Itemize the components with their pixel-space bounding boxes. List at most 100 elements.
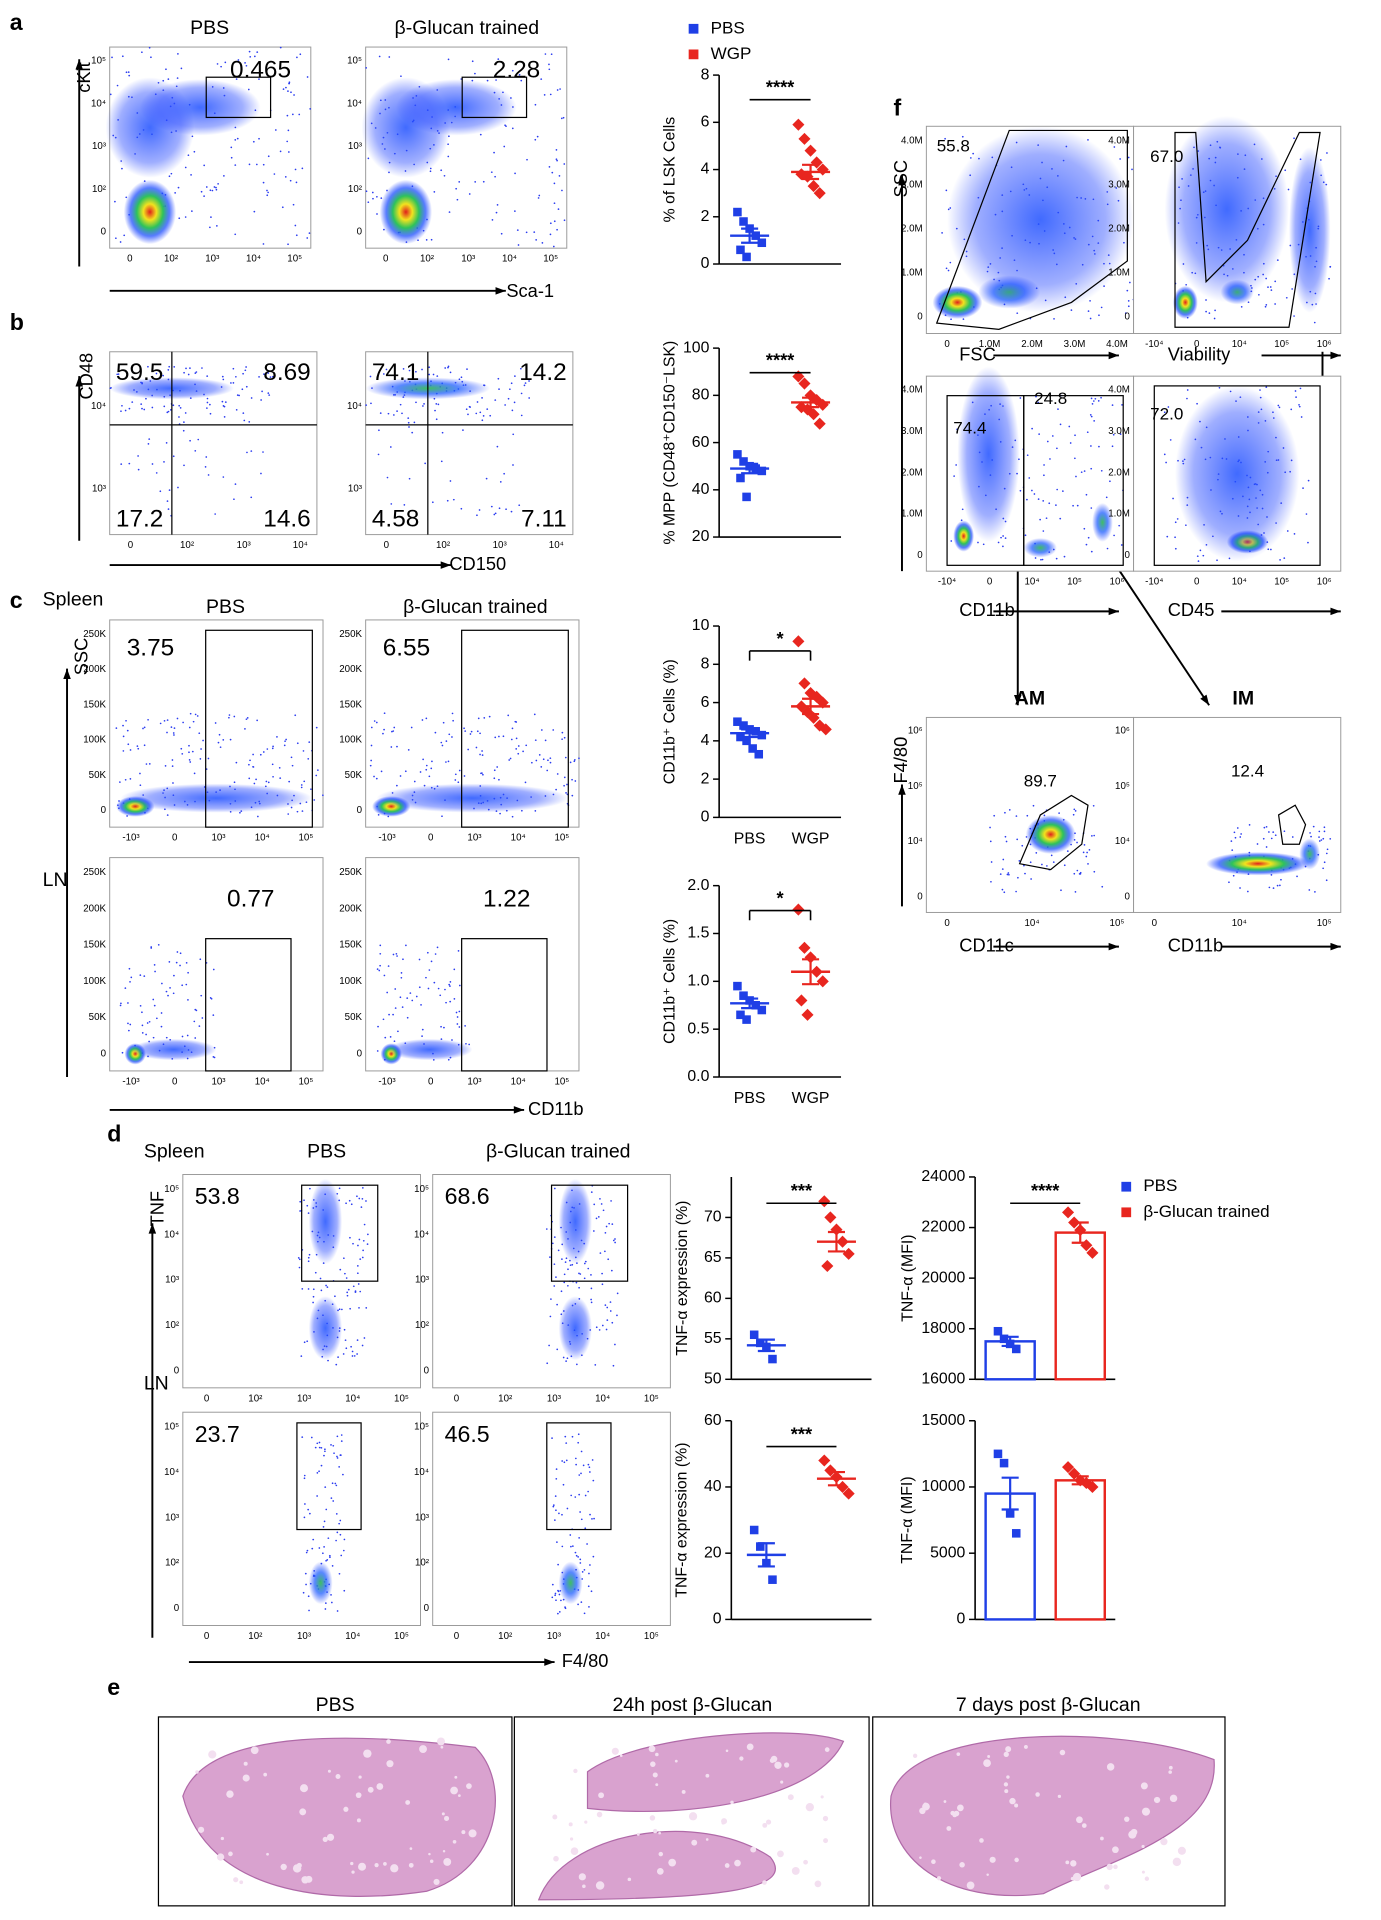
cell-dot [1174, 536, 1176, 539]
cell-dot [456, 1016, 459, 1018]
alveolus [1076, 1816, 1083, 1824]
cell-dot [377, 1025, 379, 1028]
alveolus [1004, 1789, 1009, 1794]
cell-dot [1001, 888, 1004, 891]
cell-dot [540, 78, 543, 80]
cell-dot [343, 1589, 346, 1592]
x-tick-label: PBS [734, 1090, 766, 1107]
cell-dot [428, 366, 431, 369]
point [818, 1454, 831, 1467]
cell-dot [125, 719, 127, 722]
y-tick-label: 10 [692, 617, 710, 634]
cell-dot [587, 1585, 590, 1588]
alveolus [919, 1807, 926, 1815]
cell-dot [457, 781, 460, 784]
x-tick-label: 0 [1152, 918, 1158, 929]
cell-dot [339, 1533, 342, 1536]
cell-dot [977, 541, 979, 544]
cell-dot [188, 759, 191, 761]
cell-dot [386, 476, 389, 479]
cell-dot [266, 748, 269, 750]
point [836, 1235, 849, 1248]
cell-dot [301, 167, 304, 170]
y-tick-label: 2 [701, 208, 710, 225]
cell-dot [577, 1441, 580, 1444]
y-tick-label: 150K [339, 699, 362, 710]
cell-dot [1323, 826, 1326, 829]
x-tick-label: 10⁵ [298, 1076, 313, 1087]
cell-dot [549, 757, 552, 760]
cell-dot [295, 234, 298, 237]
gate-value: 17.2 [116, 505, 163, 532]
y-tick-label: 0 [1124, 311, 1130, 322]
cell-dot [448, 211, 451, 213]
cell-dot [1274, 280, 1277, 283]
alveolus [1177, 1846, 1186, 1855]
cell-dot [334, 1295, 336, 1298]
cell-dot [561, 738, 563, 741]
cell-dot [549, 222, 552, 225]
alveolus [1153, 1796, 1161, 1804]
arrow-head [440, 561, 451, 569]
alveolus [1172, 1857, 1182, 1867]
cell-dot [157, 943, 160, 946]
cell-dot [250, 496, 253, 499]
gate-value: 46.5 [445, 1421, 490, 1447]
gate-value: 74.1 [372, 359, 419, 386]
cell-dot [388, 1013, 390, 1016]
alveolus [1141, 1870, 1145, 1874]
alveolus [595, 1881, 605, 1890]
cell-dot [557, 208, 560, 210]
cell-dot [420, 1003, 422, 1006]
alveolus [351, 1870, 355, 1874]
cell-dot [213, 186, 216, 188]
cell-dot [488, 715, 491, 718]
y-tick-label: 10⁴ [908, 836, 923, 847]
cell-dot [1005, 840, 1008, 843]
cell-dot [1063, 555, 1066, 558]
label: Sca-1 [506, 280, 554, 301]
cell-dot [483, 716, 486, 719]
point [1011, 1344, 1021, 1354]
y-tick-label: 1.0M [1108, 267, 1130, 278]
cell-dot [193, 1020, 196, 1023]
alveolus [957, 1804, 964, 1812]
cell-dot [1098, 445, 1100, 448]
cell-dot [124, 987, 127, 989]
cell-dot [1087, 536, 1090, 539]
alveolus [986, 1873, 989, 1877]
cell-dot [143, 408, 146, 411]
point [739, 217, 748, 226]
cell-dot [352, 1285, 355, 1288]
cell-dot [150, 56, 152, 59]
gate [205, 76, 272, 119]
cell-dot [214, 722, 217, 724]
label: a [10, 9, 24, 35]
cell-dot [455, 187, 458, 190]
cell-dot [1074, 457, 1076, 460]
cell-dot [1015, 815, 1018, 817]
label: 7 days post β-Glucan [956, 1694, 1141, 1716]
cell-dot [606, 1319, 609, 1321]
cell-dot [399, 403, 402, 406]
point [801, 1008, 814, 1021]
cell-dot [287, 90, 289, 92]
cell-dot [345, 1347, 348, 1350]
cell-dot [392, 730, 395, 732]
cell-dot [283, 744, 286, 747]
cell-dot [246, 451, 248, 454]
y-tick-label: 200K [83, 903, 106, 914]
cell-dot [306, 237, 309, 239]
cell-dot [306, 76, 309, 78]
label: CD48 [76, 353, 97, 400]
cell-dot [338, 1572, 341, 1575]
cell-dot [493, 777, 496, 780]
cell-dot [209, 226, 211, 229]
cell-dot [183, 371, 185, 374]
label: e [107, 1674, 120, 1700]
cell-dot [496, 204, 499, 206]
y-axis-label: TNF-α expression (%) [674, 1201, 691, 1356]
x-tick-label: 10⁶ [1317, 339, 1332, 350]
cell-dot [124, 778, 127, 781]
cell-dot [393, 726, 396, 729]
